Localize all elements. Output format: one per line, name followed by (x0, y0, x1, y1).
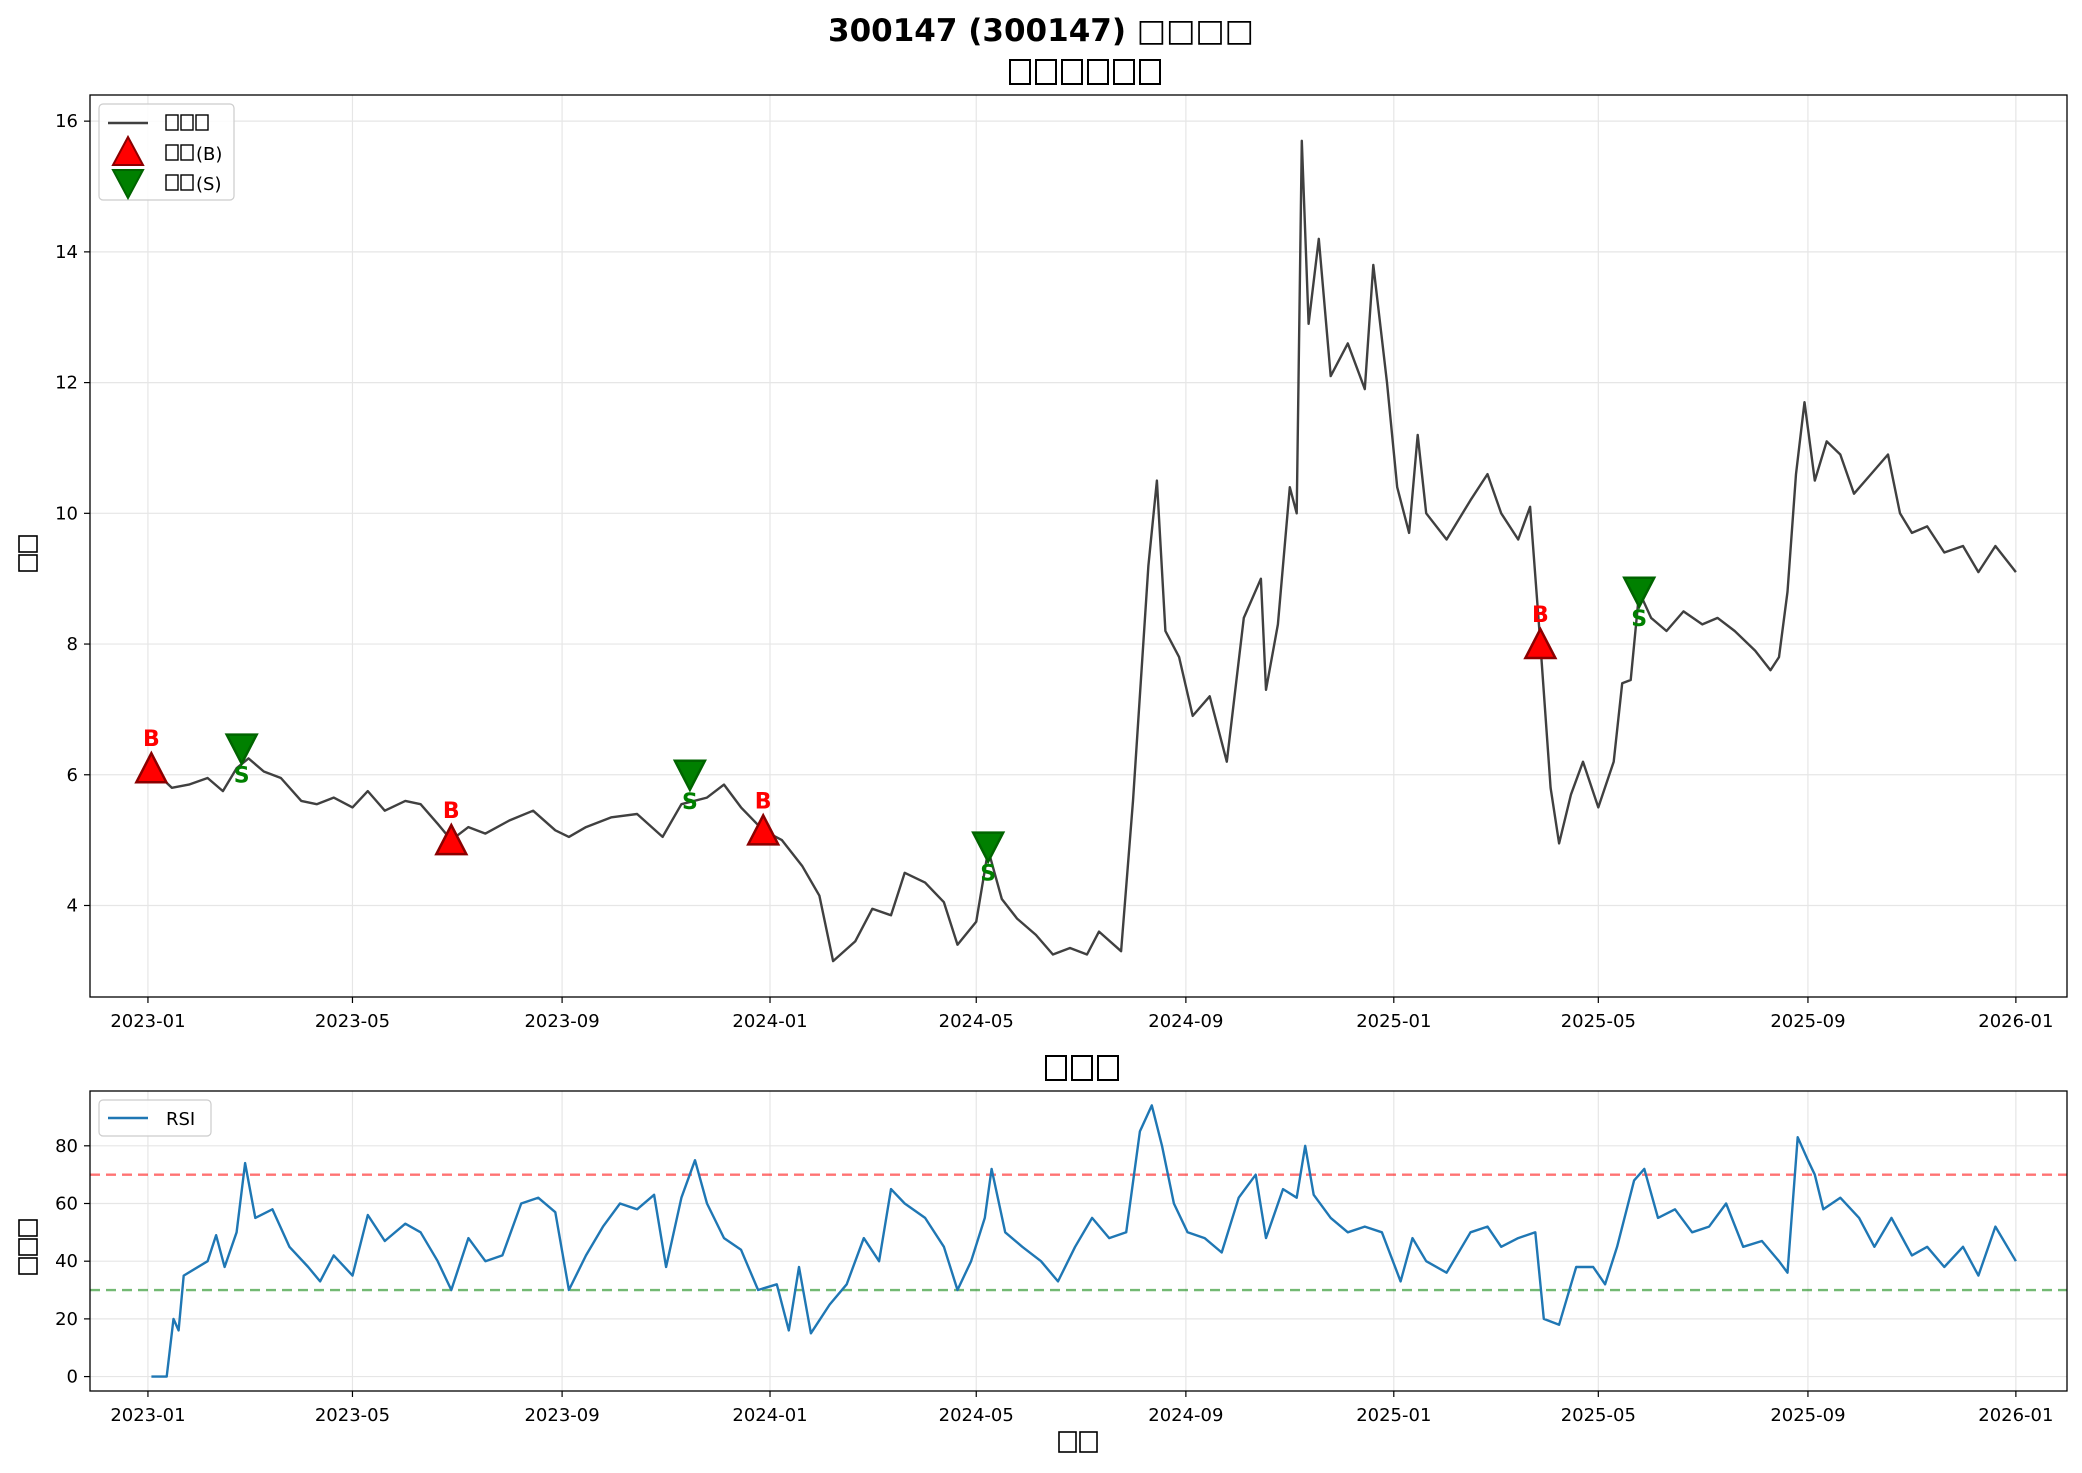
legend-label-2-glyphs (165, 144, 194, 161)
x-tick-label: 2023-09 (524, 1011, 599, 1032)
x-tick-label: 2024-05 (939, 1405, 1014, 1426)
x-tick-label: 2024-05 (939, 1011, 1014, 1032)
rsi-legend-label: RSI (166, 1109, 195, 1130)
sell-marker-label: S (682, 790, 698, 815)
price-plot-area: B S B S B S B S (134, 139, 2017, 963)
price-subplot-title-glyphs (1009, 59, 1161, 85)
sell-marker (672, 759, 707, 793)
legend-buy-triangle-icon (111, 134, 145, 166)
x-tick-label: 2023-01 (110, 1405, 185, 1426)
legend-label-sell: (S) (196, 174, 221, 195)
buy-marker (134, 750, 169, 784)
x-tick-label: 2025-09 (1770, 1011, 1845, 1032)
rsi-subplot-title-glyphs (1045, 1055, 1119, 1081)
y-tick-label: 4 (67, 895, 78, 916)
y-tick-label: 40 (55, 1251, 78, 1272)
rsi-plot-area (151, 1104, 2017, 1378)
y-tick-label: 20 (55, 1309, 78, 1330)
rsi-line (151, 1104, 2017, 1378)
rsi-y-ticks: 0 20 40 60 80 (55, 1136, 90, 1388)
x-tick-label: 2023-05 (315, 1405, 390, 1426)
buy-marker-label: B (143, 727, 160, 752)
price-legend: (B) (S) (98, 103, 235, 201)
price-y-ticks: 4 6 8 10 12 14 16 (55, 111, 90, 916)
rsi-x-label-glyphs (1058, 1431, 1098, 1453)
x-tick-label: 2025-01 (1356, 1011, 1431, 1032)
x-tick-label: 2023-09 (524, 1405, 599, 1426)
x-tick-label: 2024-09 (1148, 1405, 1223, 1426)
rsi-legend: RSI (98, 1099, 212, 1137)
sell-marker (224, 733, 259, 767)
buy-marker-label: B (755, 789, 772, 814)
price-x-ticks: 2023-01 2023-05 2023-09 2024-01 2024-05 2024-… (110, 997, 2053, 1032)
rsi-subplot: 2023-01 2023-05 2023-09 2024-01 2024-05 2024-… (18, 1055, 2068, 1453)
sell-marker (971, 831, 1006, 865)
buy-marker (1523, 626, 1558, 660)
price-subplot: BSB S BSB S 2023-01 2023-05 2023-09 2024-01 202… (18, 59, 2068, 1032)
y-tick-label: 16 (55, 111, 78, 132)
x-tick-label: 2023-01 (110, 1011, 185, 1032)
figure-title: 300147 (300147) □□□□ (828, 13, 1254, 49)
y-tick-label: 10 (55, 503, 78, 524)
x-tick-label: 2025-05 (1561, 1405, 1636, 1426)
buy-marker (434, 822, 469, 856)
y-tick-label: 80 (55, 1136, 78, 1157)
price-gridlines (90, 95, 2067, 997)
sell-marker-label: S (234, 764, 250, 789)
y-tick-label: 0 (67, 1367, 78, 1388)
legend-label-1-glyphs (165, 114, 209, 131)
sell-marker-label: S (980, 862, 996, 887)
price-axes-frame (89, 94, 2068, 998)
x-tick-label: 2025-09 (1770, 1405, 1845, 1426)
rsi-thresholds (90, 1173, 2067, 1292)
buy-marker-label: B (1532, 603, 1549, 628)
buy-marker (746, 812, 781, 846)
x-tick-label: 2026-01 (1978, 1011, 2053, 1032)
x-tick-label: 2024-01 (732, 1405, 807, 1426)
rsi-axes-frame (89, 1090, 2068, 1392)
y-tick-label: 60 (55, 1194, 78, 1215)
y-tick-label: 12 (55, 373, 78, 394)
x-tick-label: 2026-01 (1978, 1405, 2053, 1426)
legend-label-buy: (B) (196, 144, 222, 165)
legend-sell-triangle-icon (111, 169, 145, 201)
price-line (150, 139, 2017, 963)
x-tick-label: 2024-09 (1148, 1011, 1223, 1032)
y-tick-label: 14 (55, 242, 78, 263)
x-tick-label: 2025-01 (1356, 1405, 1431, 1426)
rsi-legend-box (98, 1099, 212, 1137)
buy-marker-label: B (443, 799, 460, 824)
rsi-x-ticks: 2023-01 2023-05 2023-09 2024-01 2024-05 2024-… (110, 1391, 2053, 1426)
sell-marker (1622, 576, 1657, 610)
x-tick-label: 2025-05 (1561, 1011, 1636, 1032)
y-tick-label: 8 (67, 634, 78, 655)
legend-label-3-glyphs (165, 174, 194, 191)
x-tick-label: 2024-01 (732, 1011, 807, 1032)
rsi-gridlines (90, 1091, 2067, 1391)
price-y-label-glyphs (18, 535, 38, 572)
x-tick-label: 2023-05 (315, 1011, 390, 1032)
rsi-y-label-glyphs (18, 1219, 38, 1275)
trade-markers: B S B S B S B S (134, 576, 1657, 887)
sell-marker-label: S (1631, 607, 1647, 632)
y-tick-label: 6 (67, 765, 78, 786)
